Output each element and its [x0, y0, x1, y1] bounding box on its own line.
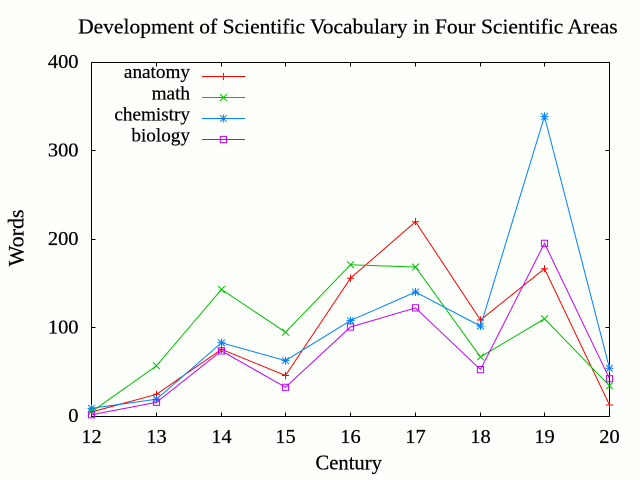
- svg-text:16: 16: [340, 426, 360, 448]
- svg-text:chemistry: chemistry: [114, 104, 190, 125]
- svg-text:13: 13: [146, 426, 166, 448]
- svg-text:anatomy: anatomy: [124, 62, 190, 83]
- svg-text:Century: Century: [316, 452, 383, 474]
- svg-text:300: 300: [48, 140, 79, 162]
- svg-text:100: 100: [48, 317, 79, 339]
- svg-text:math: math: [152, 83, 191, 104]
- svg-text:19: 19: [534, 426, 554, 448]
- svg-text:biology: biology: [131, 126, 190, 147]
- svg-text:20: 20: [599, 426, 619, 448]
- svg-text:Development of Scientific Voca: Development of Scientific Vocabulary in …: [78, 15, 618, 39]
- svg-text:200: 200: [48, 228, 79, 250]
- svg-text:15: 15: [275, 426, 295, 448]
- svg-text:14: 14: [211, 426, 231, 448]
- svg-text:Words: Words: [4, 209, 29, 266]
- svg-text:17: 17: [405, 426, 425, 448]
- svg-text:12: 12: [81, 426, 101, 448]
- svg-text:18: 18: [470, 426, 490, 448]
- svg-text:0: 0: [68, 405, 78, 427]
- svg-text:400: 400: [48, 51, 79, 73]
